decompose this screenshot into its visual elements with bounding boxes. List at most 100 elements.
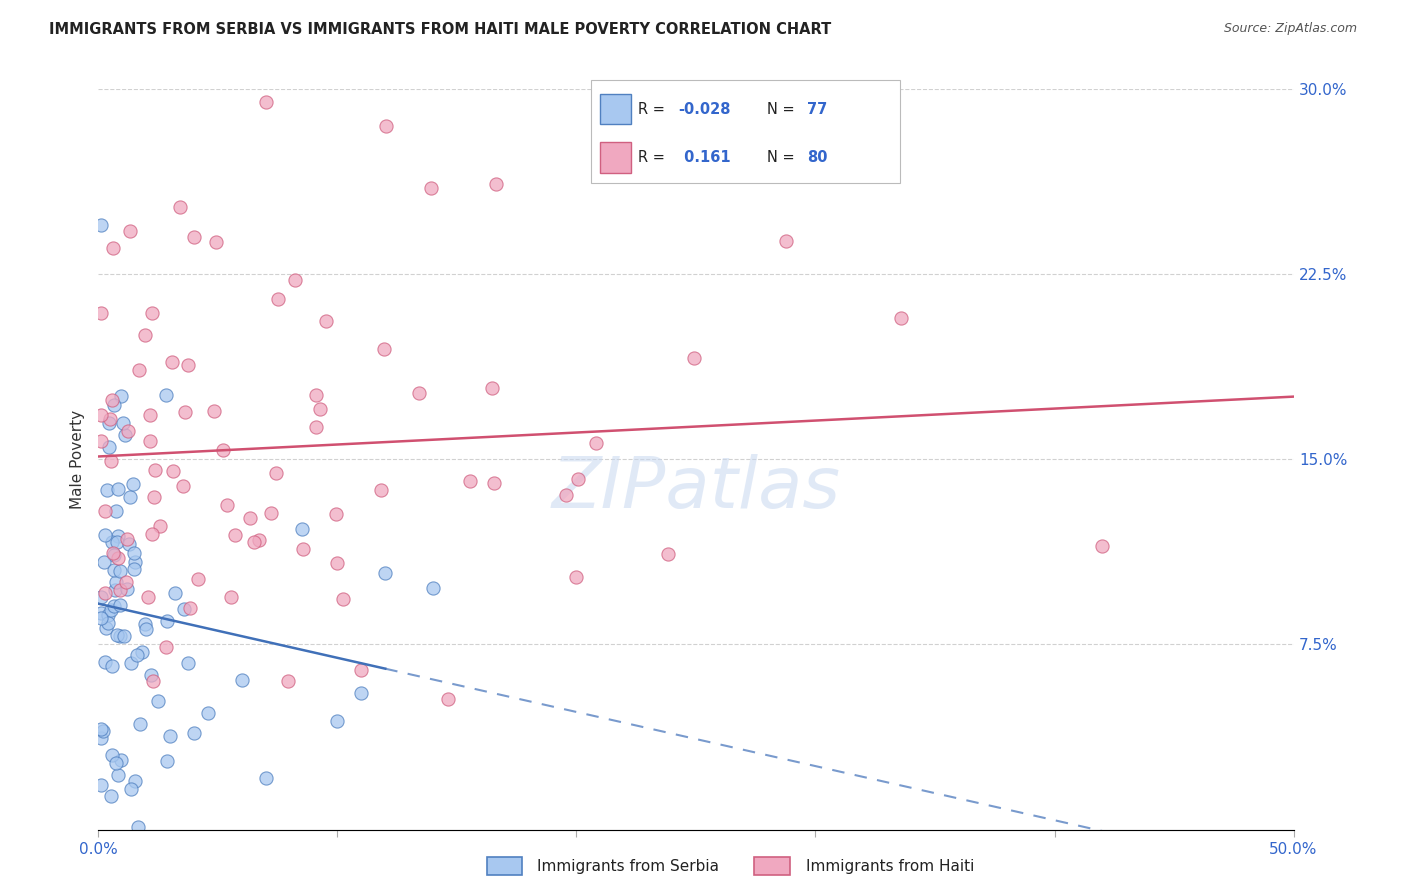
Point <box>159 729 181 743</box>
Point <box>108 564 131 578</box>
Point <box>567 472 589 486</box>
Point <box>254 771 277 785</box>
Point <box>127 648 149 663</box>
Point <box>115 575 138 590</box>
Point <box>374 566 396 580</box>
Point <box>90 611 112 625</box>
Point <box>107 551 129 566</box>
Point <box>309 402 332 417</box>
Point <box>107 768 129 782</box>
Text: R =: R = <box>638 102 665 117</box>
Point <box>305 420 328 434</box>
Point <box>98 440 121 454</box>
Point <box>291 522 314 536</box>
Point <box>239 511 262 525</box>
Point <box>173 602 195 616</box>
Point <box>110 389 132 403</box>
Point <box>231 673 253 687</box>
Point <box>91 724 114 739</box>
Point <box>136 590 159 604</box>
Point <box>143 490 166 504</box>
Point <box>419 181 441 195</box>
Point <box>104 504 127 518</box>
Point <box>481 381 503 395</box>
Point <box>105 534 128 549</box>
Point <box>90 306 112 320</box>
Point <box>101 392 124 407</box>
Point <box>156 754 179 768</box>
Point <box>254 95 277 109</box>
Point <box>104 574 127 589</box>
Point <box>1091 539 1114 553</box>
Point <box>149 519 172 533</box>
Point <box>156 615 179 629</box>
Point <box>325 507 347 521</box>
Point <box>120 490 142 504</box>
Point <box>682 351 704 366</box>
Point <box>143 463 166 477</box>
FancyBboxPatch shape <box>600 94 631 124</box>
Point <box>277 674 299 689</box>
Point <box>103 599 125 614</box>
Point <box>212 443 235 458</box>
Point <box>120 782 142 797</box>
Point <box>260 506 283 520</box>
Point <box>162 464 184 478</box>
Point <box>110 754 132 768</box>
Point <box>101 535 124 549</box>
Point <box>350 686 373 700</box>
Point <box>107 482 129 496</box>
Point <box>437 692 460 706</box>
Point <box>219 590 242 604</box>
Point <box>160 355 183 369</box>
Text: ZIPatlas: ZIPatlas <box>551 455 841 524</box>
Point <box>202 404 225 418</box>
Point <box>90 590 112 604</box>
Point <box>554 488 576 502</box>
Point <box>155 388 177 402</box>
Point <box>139 668 162 682</box>
Point <box>325 557 347 571</box>
Point <box>408 386 430 401</box>
Point <box>117 424 139 438</box>
Point <box>122 545 145 559</box>
Point <box>97 615 120 630</box>
Point <box>100 789 122 803</box>
Point <box>217 498 239 512</box>
Point <box>305 388 328 402</box>
Text: N =: N = <box>766 102 794 117</box>
Point <box>124 562 146 576</box>
Point <box>155 640 177 654</box>
Point <box>204 235 226 249</box>
Point <box>127 820 149 834</box>
Point <box>169 201 191 215</box>
Point <box>90 731 112 745</box>
Point <box>100 659 122 673</box>
Point <box>108 598 131 612</box>
Point <box>93 503 115 517</box>
Point <box>264 466 287 480</box>
Point <box>183 230 205 244</box>
Point <box>370 483 392 497</box>
Point <box>108 582 131 597</box>
Point <box>183 725 205 739</box>
Point <box>124 773 146 788</box>
Point <box>129 717 152 731</box>
Point <box>139 434 162 448</box>
Point <box>267 292 290 306</box>
Point <box>114 428 136 442</box>
Point <box>131 645 153 659</box>
Point <box>332 591 354 606</box>
Point <box>565 570 588 584</box>
Point <box>174 405 197 419</box>
Point <box>103 241 125 255</box>
Point <box>176 358 198 372</box>
Point <box>90 218 112 232</box>
Point <box>124 556 146 570</box>
Point <box>108 629 131 643</box>
FancyBboxPatch shape <box>486 857 523 875</box>
Point <box>94 656 117 670</box>
Text: Immigrants from Haiti: Immigrants from Haiti <box>806 859 974 873</box>
Point <box>104 583 127 598</box>
Text: 77: 77 <box>807 102 827 117</box>
